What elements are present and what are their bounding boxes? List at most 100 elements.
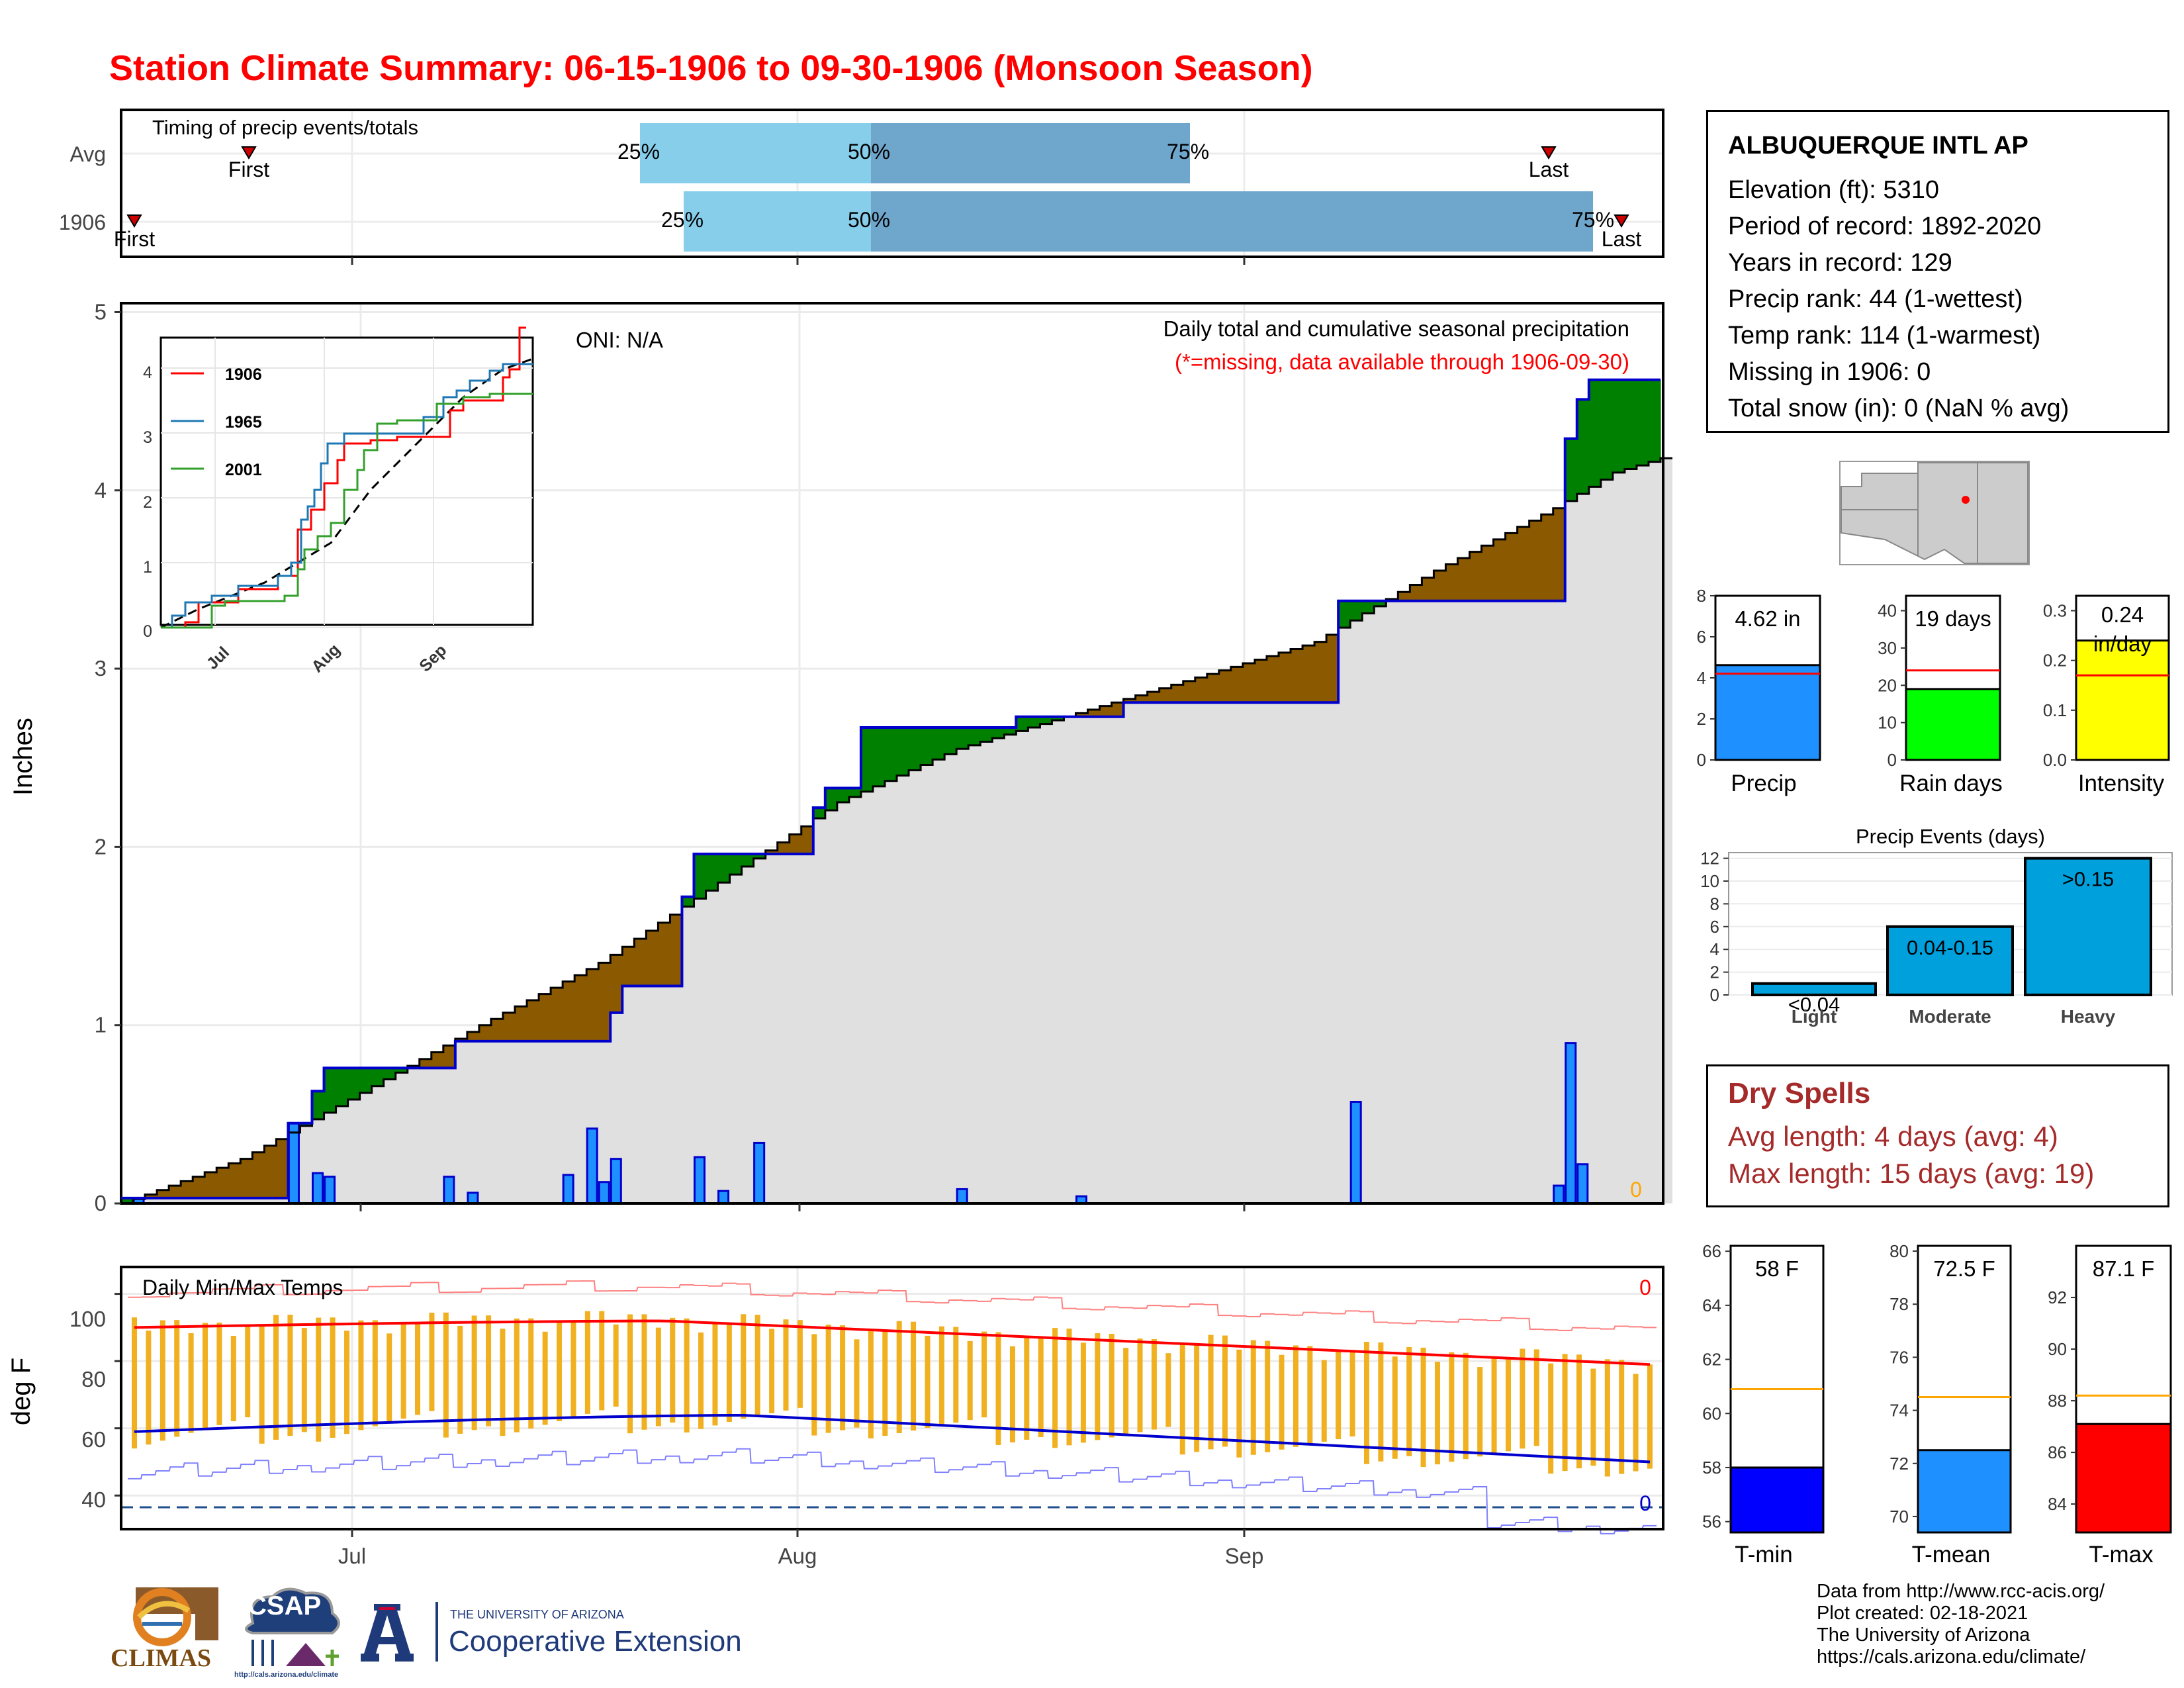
record-max-line: [128, 1280, 1657, 1331]
daily-precip-bar: [1553, 1184, 1565, 1205]
temp-range-bar: [811, 1334, 817, 1436]
precip-events-chart: Precip Events (days) 0 2 46 8 10 12 <0.04Light…: [1700, 825, 2173, 1027]
station-temp-rank: Temp rank: 114 (1-warmest): [1728, 322, 2041, 350]
year-p25-label: 25%: [661, 208, 704, 232]
climas-logo: CLIMAS: [109, 1581, 222, 1673]
temp-range-bar: [1434, 1362, 1440, 1465]
temp-range-bar: [1293, 1345, 1298, 1447]
xtick-sep: Sep: [1225, 1544, 1264, 1568]
temp-range-bar: [953, 1327, 959, 1423]
summary-ytick: 0: [1888, 750, 1897, 770]
temp-ytick-40: 40: [81, 1487, 106, 1512]
1906-p25-p50-bar: [684, 191, 871, 252]
daily-precip-bar: [1565, 1042, 1577, 1205]
temp-summary-ytick: 78: [1889, 1294, 1909, 1314]
temp-summary-ytick: 74: [1889, 1401, 1909, 1421]
csap-cloud-icon: [245, 1587, 340, 1666]
events-category: Light: [1792, 1006, 1837, 1027]
temp-range-bar: [925, 1335, 931, 1429]
summary-ytick: 0: [1697, 750, 1706, 770]
ua-logo: [361, 1601, 414, 1667]
temp-range-bar: [1151, 1338, 1157, 1430]
events-bar: [1751, 982, 1877, 997]
avg-p50-label: 50%: [848, 140, 890, 164]
temp-range-bar: [486, 1315, 492, 1427]
temp-summary-bar: [1729, 1466, 1825, 1534]
temp-range-bar: [301, 1328, 307, 1432]
temp-range-bar: [358, 1320, 364, 1430]
temp-range-bar: [132, 1317, 137, 1449]
temp-range-bar: [1363, 1342, 1369, 1464]
temp-range-bar: [514, 1318, 520, 1432]
temp-range-bar: [1222, 1335, 1228, 1447]
temp-range-bar: [1548, 1363, 1554, 1474]
daily-precip-bar: [753, 1141, 766, 1205]
temp-range-bar: [316, 1317, 322, 1442]
temp-missing-top: 0: [1639, 1276, 1651, 1299]
year-last-label: Last: [1602, 227, 1642, 251]
events-ytick: 12: [1700, 849, 1719, 868]
avg-p50-p75-bar: [871, 123, 1190, 183]
events-ytick: 4: [1710, 939, 1719, 959]
summary-ytick: 0.2: [2043, 651, 2067, 671]
temp-range-bar: [1533, 1349, 1539, 1446]
summary-ytick: 0.3: [2043, 601, 2067, 621]
precip-summary-label: Precip: [1731, 771, 1796, 796]
precip-caption: Daily total and cumulative seasonal prec…: [1163, 316, 1629, 341]
inset-ytick-1: 1: [143, 558, 152, 577]
temp-range-bar: [911, 1321, 917, 1431]
events-ytick: 6: [1710, 917, 1719, 937]
daily-precip-bar: [311, 1172, 324, 1205]
inset-legend: 1906 1965 2001: [171, 365, 262, 479]
temp-range-bar: [245, 1325, 251, 1418]
temp-range-bar: [1420, 1347, 1426, 1468]
daily-precip-bar: [717, 1190, 730, 1205]
temp-summary-ytick: 88: [2048, 1391, 2067, 1411]
temp-range-bar: [1520, 1348, 1525, 1449]
temp-range-bar: [1633, 1374, 1639, 1472]
temp-range-bar: [1279, 1354, 1285, 1450]
temp-summary-value: 72.5 F: [1933, 1256, 1995, 1281]
locator-map: [1839, 461, 2030, 565]
daily-precip-bar: [324, 1176, 336, 1205]
temp-summary-ytick: 60: [1702, 1403, 1721, 1423]
observed-cumulative-line: [121, 378, 1661, 1199]
precip-ytick-2: 2: [95, 834, 107, 859]
temp-chart: Daily Min/Max Temps 0 0 40 60 80 100 deg…: [7, 1266, 1664, 1568]
station-elevation: Elevation (ft): 5310: [1728, 176, 1939, 204]
avg-last-label: Last: [1529, 158, 1569, 181]
inset-2001-line: [161, 393, 533, 629]
temp-range-bar: [1095, 1333, 1101, 1440]
precip-chart: 0 1 2 3 4 5 Inches ONI: N/A Daily total and c…: [9, 299, 1673, 1215]
temp-range-bar: [1336, 1350, 1342, 1439]
intensity-summary-label: Intensity: [2078, 771, 2165, 796]
xtick-jul: Jul: [338, 1544, 366, 1568]
precip-y-axis: 0 1 2 3 4 5: [95, 299, 121, 1215]
temp-range-bar: [457, 1325, 463, 1434]
station-period: Period of record: 1892-2020: [1728, 212, 2042, 240]
temp-range-bar: [542, 1331, 548, 1425]
temp-gridlines: [114, 1267, 1663, 1529]
temp-range-bar: [1491, 1357, 1497, 1454]
station-location-dot: [1962, 496, 1970, 504]
daily-precip-bar: [467, 1192, 479, 1205]
avg-p75-label: 75%: [1167, 140, 1209, 164]
temp-range-bar: [344, 1331, 350, 1434]
temp-summary-ytick: 64: [1702, 1295, 1721, 1315]
temp-range-bar: [528, 1318, 534, 1429]
events-bar: [2024, 857, 2152, 996]
temp-range-bar: [896, 1321, 902, 1434]
xtick-aug: Aug: [778, 1544, 817, 1568]
inset-ytick-2: 2: [143, 493, 152, 512]
temp-range-bar: [330, 1317, 336, 1438]
summary-ytick: 0.0: [2043, 750, 2067, 770]
daily-precip-bar: [693, 1156, 706, 1205]
temp-range-bar: [1321, 1360, 1327, 1442]
events-ytick: 10: [1700, 871, 1719, 891]
climas-text: CLIMAS: [111, 1644, 212, 1672]
temp-range-bar: [188, 1333, 194, 1433]
summary-bars-chart: 0 2 4 6 8 0 10 20 30 40 0.0 0.1 0.2 0.3 4.62 in 19 days…: [1697, 586, 2170, 796]
temp-range-bar: [1024, 1336, 1030, 1440]
temp-range-bar: [259, 1325, 265, 1444]
inset-legend-1965: 1965: [225, 413, 262, 432]
